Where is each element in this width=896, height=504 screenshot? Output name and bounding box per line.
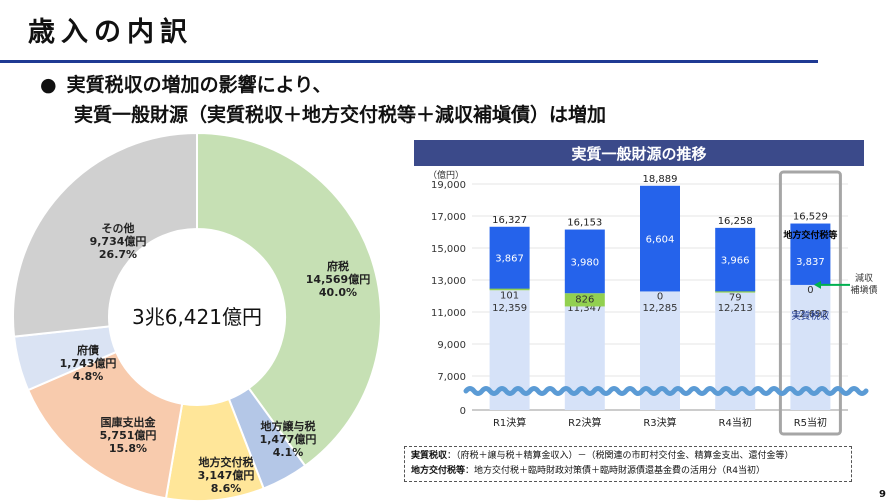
- donut-label-3-2: 15.8%: [109, 442, 147, 455]
- bar-value-tax-2: 12,285: [643, 303, 678, 314]
- bar-value-kofu-1: 3,980: [570, 257, 599, 268]
- annotation-hosai-1: 減収: [855, 272, 873, 284]
- x-tick-4: R5当初: [794, 416, 827, 429]
- summary-bullet: ● 実質税収の増加の影響により、 実質一般財源（実質税収＋地方交付税等＋減収補塡債…: [40, 70, 606, 130]
- bar-total-4: 16,529: [793, 212, 828, 223]
- bar-kofu-2: [640, 185, 680, 292]
- bar-value-kofu-2: 6,604: [646, 235, 675, 246]
- donut-label-2-2: 8.6%: [211, 482, 242, 495]
- axis-break-wave: [463, 386, 869, 396]
- note-text-kofu: ：地方交付税＋臨時財政対策債＋臨時財源債還基金費の活用分（R4当初）: [465, 466, 765, 476]
- bar-value-tax-1: 11,347: [567, 303, 602, 314]
- y-tick-0: 19,000: [431, 180, 466, 191]
- page-title: 歳入の内訳: [28, 17, 193, 48]
- donut-label-2-0: 地方交付税: [199, 455, 254, 469]
- bar-value-kofu-0: 3,867: [495, 254, 524, 265]
- donut-label-4-1: 1,743億円: [60, 356, 117, 370]
- x-tick-1: R2決算: [568, 416, 601, 429]
- note-text-tax: ：（府税＋譲与税＋精算金収入）－（税関連の市町村交付金、精算金支出、還付金等）: [447, 451, 794, 461]
- x-tick-3: R4当初: [719, 416, 752, 429]
- bar-value-hosai-4: 0: [807, 285, 813, 296]
- bullet-line-2: 実質一般財源（実質税収＋地方交付税等＋減収補塡債）は増加: [74, 104, 607, 126]
- annotation-tax: 実質税収: [791, 310, 830, 322]
- donut-label-3-0: 国庫支出金: [101, 415, 157, 429]
- donut-label-1-1: 1,477億円: [260, 432, 317, 446]
- bar-chart-title: 実質一般財源の推移: [571, 145, 706, 163]
- y-tick-6: 7,000: [437, 372, 466, 383]
- bar-chart-unit: （億円）: [428, 169, 464, 181]
- note-term-kofu: 地方交付税等: [411, 466, 466, 476]
- note-term-tax: 実質税収: [411, 451, 448, 461]
- bar-hosai-0: [489, 287, 530, 291]
- donut-label-2-1: 3,147億円: [198, 468, 255, 482]
- bar-value-hosai-2: 0: [657, 291, 663, 302]
- y-tick-2: 15,000: [431, 244, 466, 255]
- bar-value-tax-4: 12,692: [793, 309, 828, 320]
- donut-label-5-2: 26.7%: [99, 248, 137, 261]
- page-number: 9: [879, 489, 886, 500]
- bar-kofu-1: [564, 229, 605, 294]
- bar-value-tax-3: 12,213: [718, 303, 753, 314]
- donut-center-total: 3兆6,421億円: [132, 305, 262, 329]
- y-tick-1: 17,000: [431, 212, 466, 223]
- annotation-kofu: 地方交付税等: [783, 229, 837, 241]
- bar-total-2: 18,889: [643, 174, 678, 185]
- bar-value-hosai-1: 826: [575, 294, 594, 305]
- donut-label-5-0: その他: [102, 221, 135, 235]
- y-tick-3: 13,000: [431, 276, 466, 287]
- donut-label-0-0: 府税: [327, 259, 349, 273]
- bar-value-kofu-3: 3,966: [721, 256, 750, 267]
- bar-total-3: 16,258: [718, 216, 753, 227]
- donut-label-0-1: 14,569億円: [306, 272, 370, 286]
- bar-chart-title-band: [414, 140, 864, 166]
- donut-label-0-2: 40.0%: [319, 286, 357, 299]
- title-underline: [0, 60, 818, 63]
- bar-value-hosai-0: 101: [500, 290, 519, 301]
- bar-kofu-4: [790, 223, 831, 285]
- bar-value-kofu-4: 3,837: [796, 257, 825, 268]
- bar-hosai-1: [564, 293, 605, 307]
- donut-slice-3: [26, 350, 184, 500]
- donut-slice-0: [196, 131, 382, 468]
- bar-total-0: 16,327: [492, 215, 527, 226]
- bar-value-hosai-3: 79: [729, 293, 742, 304]
- donut-label-3-1: 5,751億円: [100, 428, 157, 442]
- y-tick-5: 9,000: [437, 340, 466, 351]
- hosai-arrow-head: [814, 280, 821, 289]
- donut-label-1-0: 地方譲与税: [261, 419, 316, 433]
- bullet-mark: ●: [40, 74, 57, 96]
- general-revenue-bar-chart: 実質一般財源の推移 （億円）19,000 17,000 15,000 13,000 11,…: [414, 140, 878, 436]
- donut-label-5-1: 9,734億円: [90, 234, 147, 248]
- donut-label-1-2: 4.1%: [273, 446, 304, 459]
- donut-slice-5: [12, 131, 198, 338]
- bar-value-tax-0: 12,359: [492, 303, 527, 314]
- bullet-line-1: 実質税収の増加の影響により、: [66, 74, 332, 96]
- donut-label-4-0: 府債: [77, 343, 99, 357]
- bar-kofu-0: [489, 226, 530, 289]
- bar-total-1: 16,153: [567, 218, 602, 229]
- y-tick-4: 11,000: [431, 308, 466, 319]
- donut-label-4-2: 4.8%: [73, 370, 104, 383]
- bar-hosai-3: [715, 290, 756, 293]
- x-tick-0: R1決算: [493, 416, 526, 429]
- bar-kofu-3: [715, 227, 756, 292]
- x-tick-2: R3決算: [643, 416, 676, 429]
- highlight-box: [778, 170, 842, 436]
- annotation-hosai-2: 補塡債: [850, 284, 877, 296]
- y-tick-7: 0: [460, 406, 466, 417]
- definition-notes: 実質税収：（府税＋譲与税＋精算金収入）－（税関連の市町村交付金、精算金支出、還付…: [404, 446, 852, 482]
